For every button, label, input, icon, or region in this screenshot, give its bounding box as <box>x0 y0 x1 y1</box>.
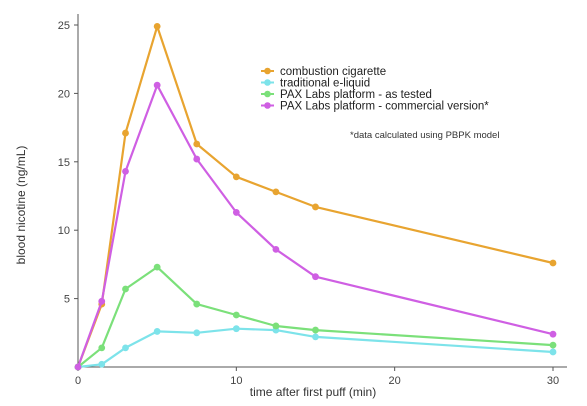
data-point <box>312 203 319 211</box>
legend-marker <box>264 102 271 109</box>
data-point <box>549 348 557 356</box>
data-point <box>232 311 240 319</box>
x-axis-title: time after first puff (min) <box>250 385 376 399</box>
data-point <box>153 328 161 335</box>
data-point <box>193 329 201 337</box>
data-point <box>549 341 557 349</box>
data-point <box>312 273 319 281</box>
legend-label: PAX Labs platform - as tested <box>280 89 432 101</box>
y-tick-label: 20 <box>58 88 70 100</box>
y-axis-title: blood nicotine (ng/mL) <box>14 146 28 265</box>
x-tick-label: 10 <box>230 375 242 387</box>
y-tick-label: 10 <box>58 225 70 237</box>
data-point <box>122 129 129 137</box>
data-point <box>98 344 106 352</box>
series-lines <box>74 22 557 371</box>
model-footnote: *data calculated using PBPK model <box>350 130 499 141</box>
series-3 <box>74 81 557 371</box>
data-point <box>122 167 129 175</box>
data-point <box>232 325 240 333</box>
data-point <box>312 326 319 334</box>
legend-label: combustion cigarette <box>280 66 386 78</box>
data-point <box>312 333 319 341</box>
data-point <box>98 297 106 305</box>
data-point <box>74 363 82 371</box>
data-point <box>193 300 201 308</box>
x-tick-label: 30 <box>547 375 559 387</box>
data-point <box>272 188 280 196</box>
data-point <box>232 209 240 216</box>
data-point <box>549 259 557 267</box>
data-point <box>549 330 557 338</box>
legend-label: PAX Labs platform - commercial version* <box>280 101 489 113</box>
x-tick-label: 0 <box>75 375 81 387</box>
data-point <box>232 173 240 181</box>
legend-marker <box>264 79 271 86</box>
data-point <box>122 285 129 293</box>
data-point <box>98 360 106 368</box>
data-point <box>122 344 129 352</box>
series-2 <box>74 263 557 371</box>
series-line <box>76 84 554 368</box>
legend-marker <box>264 90 271 98</box>
data-point <box>272 245 280 253</box>
data-point <box>153 22 161 30</box>
data-point <box>193 155 201 163</box>
y-tick-label: 25 <box>58 20 70 32</box>
axes: 5 10 15 20 25 0 10 20 30 <box>58 14 567 387</box>
data-point <box>193 140 201 148</box>
legend-label: traditional e-liquid <box>280 78 370 90</box>
data-point <box>153 81 161 89</box>
data-point <box>272 322 280 330</box>
y-tick-label: 15 <box>58 157 70 169</box>
data-point <box>153 263 161 271</box>
legend-marker <box>264 67 271 75</box>
x-tick-label: 20 <box>389 375 401 387</box>
y-tick-label: 5 <box>64 294 70 306</box>
